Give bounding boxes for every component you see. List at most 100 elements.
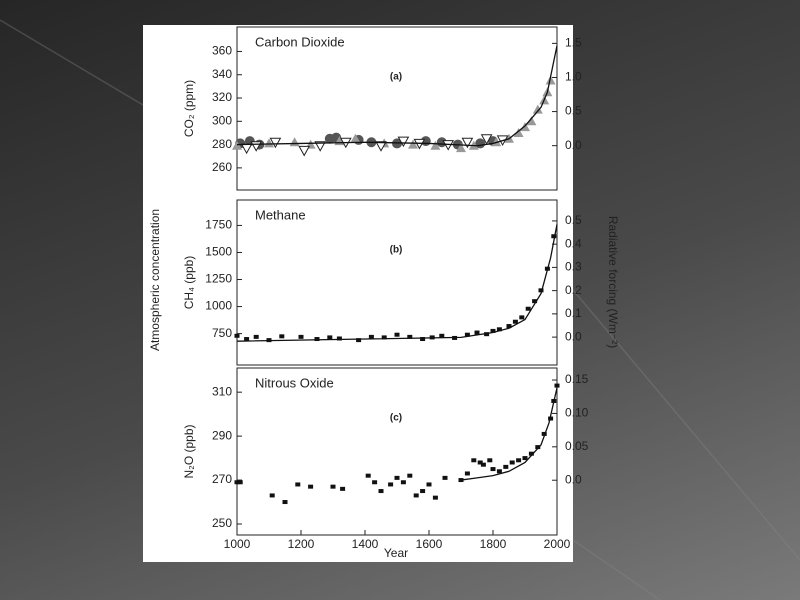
data-point xyxy=(496,469,502,474)
y2-tick-label: 0.0 xyxy=(565,329,582,343)
x-tick-label: 1200 xyxy=(288,537,315,551)
data-point xyxy=(397,136,410,148)
data-point xyxy=(471,458,477,463)
data-point xyxy=(298,334,304,339)
data-point xyxy=(516,458,522,463)
y-tick-label: 1250 xyxy=(205,272,232,286)
data-point xyxy=(512,319,518,324)
data-point xyxy=(234,333,240,338)
data-point xyxy=(439,333,445,338)
data-point xyxy=(253,334,259,339)
data-point xyxy=(541,431,547,436)
data-point xyxy=(269,493,275,498)
y2-tick-label: 0.4 xyxy=(565,236,582,250)
plot-frame xyxy=(236,26,558,191)
y-tick-label: 300 xyxy=(212,113,232,127)
y-tick-label: 340 xyxy=(212,67,232,81)
chart-title: Methane xyxy=(255,207,306,222)
data-point xyxy=(474,330,480,335)
data-point xyxy=(554,383,560,388)
data-point xyxy=(327,335,333,340)
data-point xyxy=(381,335,387,340)
y-tick-label: 280 xyxy=(212,137,232,151)
data-point xyxy=(314,337,320,342)
data-point xyxy=(522,456,528,461)
data-point xyxy=(519,315,525,320)
data-point xyxy=(400,480,406,485)
data-point xyxy=(464,471,470,476)
data-point xyxy=(330,484,336,489)
data-point xyxy=(350,133,361,143)
trend-line xyxy=(236,224,558,342)
data-point xyxy=(456,143,466,153)
data-point xyxy=(232,140,242,150)
data-point xyxy=(378,489,384,494)
x-tick-label: 1400 xyxy=(352,537,379,551)
data-point xyxy=(477,460,483,465)
data-point xyxy=(551,234,557,239)
y2-tick-label: 1.0 xyxy=(565,70,582,84)
x-tick-label: 1800 xyxy=(480,537,507,551)
data-point xyxy=(490,328,496,333)
data-point xyxy=(480,134,493,145)
y2-tick-label: 0.3 xyxy=(565,260,582,274)
y-axis-label: CO₂ (ppm) xyxy=(182,80,196,137)
data-point xyxy=(464,332,470,337)
data-point xyxy=(244,337,250,342)
data-point xyxy=(314,141,327,152)
y-tick-label: 270 xyxy=(212,472,232,486)
y-axis-label: Atmospheric concentration xyxy=(148,209,162,351)
data-point xyxy=(532,104,543,114)
y-tick-label: 310 xyxy=(212,384,232,398)
y2-tick-label: 0.0 xyxy=(565,138,582,152)
data-point xyxy=(295,482,301,487)
x-axis-label: Year xyxy=(384,546,408,560)
data-point xyxy=(234,480,240,485)
panel-label: (a) xyxy=(390,72,402,83)
data-point xyxy=(442,475,448,480)
y-tick-label: 320 xyxy=(212,90,232,104)
data-point xyxy=(340,486,346,491)
data-point xyxy=(336,336,342,341)
data-point xyxy=(413,493,419,498)
y-tick-label: 1000 xyxy=(205,299,232,313)
trend-line xyxy=(236,45,558,147)
data-point xyxy=(282,500,288,505)
data-point xyxy=(545,75,556,85)
y2-tick-label: 0.05 xyxy=(565,439,589,453)
data-point xyxy=(269,137,282,149)
data-point xyxy=(407,473,413,478)
y2-axis-label: Radiative forcing (Wm⁻²) xyxy=(606,216,620,348)
panel-label: (b) xyxy=(390,245,403,256)
data-point xyxy=(430,140,441,150)
data-point xyxy=(426,482,432,487)
data-point xyxy=(394,332,400,337)
data-point xyxy=(513,127,524,137)
data-point xyxy=(487,458,493,463)
figure-panel xyxy=(143,25,573,562)
data-point xyxy=(432,495,438,500)
y2-tick-label: 0.10 xyxy=(565,406,589,420)
y-tick-label: 250 xyxy=(212,516,232,530)
chart-title: Nitrous Oxide xyxy=(255,375,334,390)
y2-tick-label: 0.1 xyxy=(565,306,582,320)
trend-line xyxy=(460,387,558,481)
y2-tick-label: 1.5 xyxy=(565,36,582,50)
y-axis-label: CH₄ (ppb) xyxy=(182,256,196,310)
data-point xyxy=(388,482,394,487)
data-point xyxy=(365,473,371,478)
y-tick-label: 1500 xyxy=(205,245,232,259)
data-point xyxy=(525,306,531,311)
y-tick-label: 290 xyxy=(212,428,232,442)
data-point xyxy=(491,137,502,147)
data-point xyxy=(526,116,537,126)
data-point xyxy=(264,138,274,148)
x-tick-label: 1000 xyxy=(224,537,251,551)
data-point xyxy=(490,467,496,472)
data-point xyxy=(308,484,314,489)
data-point xyxy=(535,445,541,450)
plot-frame xyxy=(236,199,558,366)
data-point xyxy=(420,489,426,494)
